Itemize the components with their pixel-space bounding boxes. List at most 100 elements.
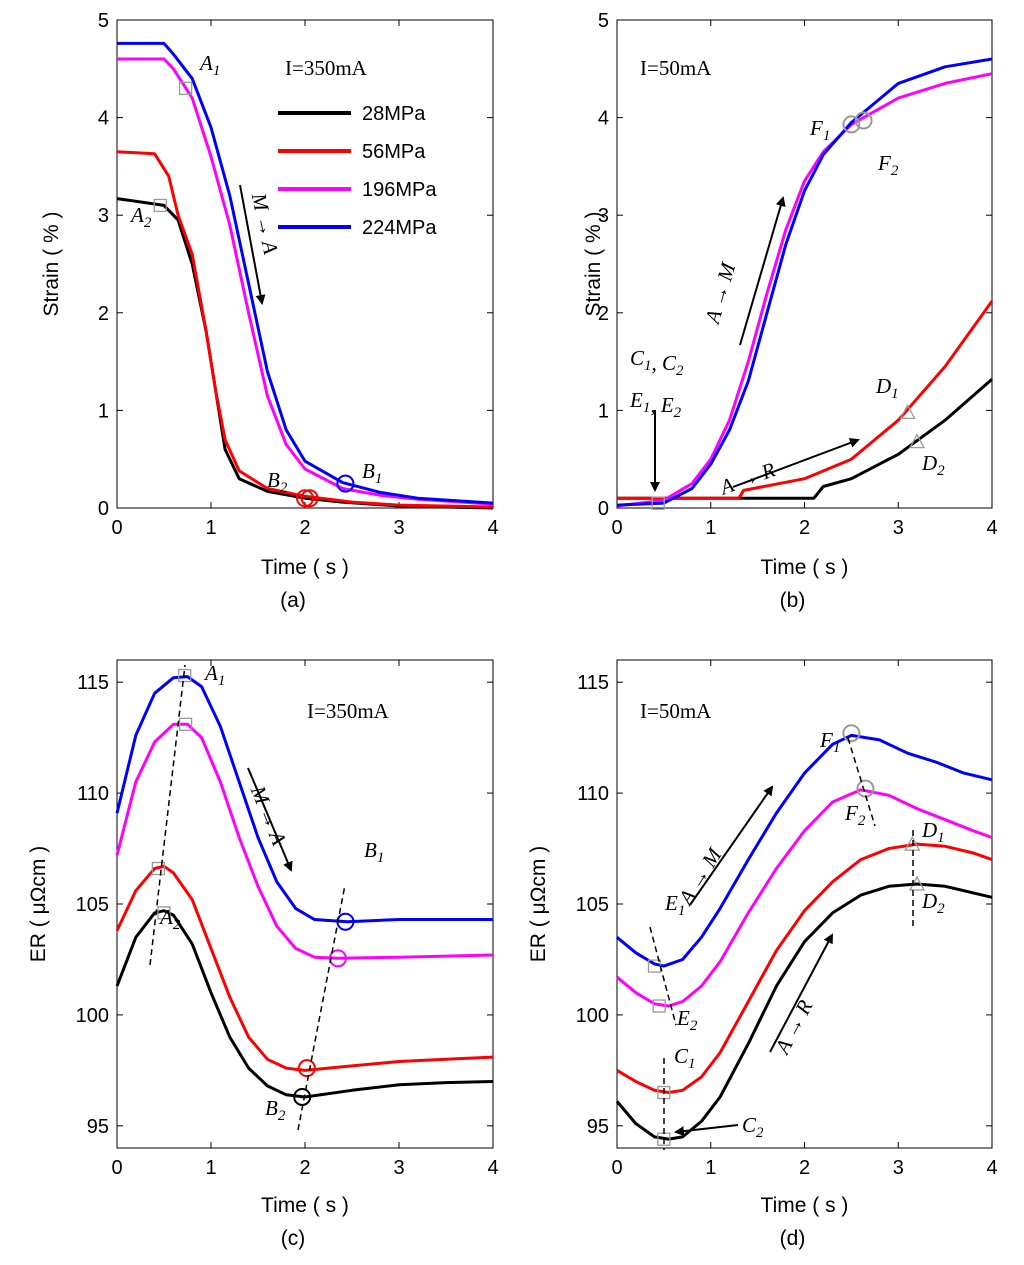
annotation-B1: B1	[364, 838, 384, 866]
arrow-label: A → R	[769, 996, 817, 1059]
series-line-56MPa	[617, 300, 994, 500]
plot-frame	[116, 659, 494, 1149]
panel-label: (a)	[280, 589, 306, 612]
plot-frame	[616, 19, 993, 509]
arrow-label: A → M	[700, 259, 741, 328]
annotation-D2: D2	[921, 451, 945, 479]
marker-A2	[153, 198, 167, 213]
x-tick-label: 1	[705, 517, 716, 539]
x-tick-label: 1	[205, 1157, 216, 1179]
y-axis-title: ER ( μΩcm )	[27, 846, 50, 962]
plot-frame	[116, 19, 494, 509]
x-tick-label: 2	[799, 1157, 810, 1179]
marker-A1	[178, 81, 193, 95]
x-tick-label: 2	[799, 517, 810, 539]
marker-F1	[842, 115, 861, 134]
dashed-guide	[297, 884, 346, 1131]
y-tick-label: 110	[577, 783, 609, 805]
x-tick-label: 3	[393, 1157, 404, 1179]
y-tick-label: 105	[76, 894, 109, 916]
marker-D1	[899, 403, 916, 420]
x-tick-label: 3	[893, 517, 904, 539]
legend-label-28MPa: 28MPa	[362, 103, 426, 125]
series-line-196MPa	[616, 788, 993, 1008]
y-tick-label: 100	[576, 1005, 609, 1027]
annotation-B2: B2	[265, 1096, 286, 1124]
series-line-224MPa	[616, 733, 993, 968]
x-axis-title: Time ( s )	[761, 556, 849, 579]
x-axis-title: Time ( s )	[761, 1194, 849, 1217]
arrow	[732, 438, 860, 488]
annotation-C1: C1	[674, 1044, 696, 1072]
y-axis-title: Strain ( % )	[582, 211, 605, 316]
dashed-guide	[649, 926, 677, 1026]
arrow	[247, 767, 293, 872]
annotation-C2: C2	[742, 1113, 764, 1141]
series-line-224MPa	[616, 57, 993, 507]
condition-label: I=50mA	[640, 699, 712, 723]
y-tick-label: 100	[76, 1005, 109, 1027]
annotation-A1: A1	[198, 51, 220, 79]
annotation-F2: F2	[877, 151, 899, 179]
marker-B1-196MPa	[328, 949, 347, 968]
series-line-224MPa	[117, 41, 494, 505]
arrow-label: M → A	[245, 781, 291, 848]
arrow	[239, 184, 266, 305]
y-tick-label: 95	[87, 1116, 109, 1138]
x-tick-label: 0	[111, 517, 122, 539]
legend-label-56MPa: 56MPa	[362, 141, 426, 163]
y-tick-label: 115	[577, 672, 609, 694]
panel-d: 0 1 2 3 4 95 100 105 110 115 Time ( s ) ER ( μΩcm )…	[527, 659, 998, 1250]
annotation-B1: B1	[362, 459, 382, 487]
x-tick-label: 4	[487, 1157, 498, 1179]
marker-D2	[908, 433, 926, 449]
y-tick-label: 4	[98, 108, 109, 130]
x-tick-label: 2	[299, 1157, 310, 1179]
dashed-guide	[149, 664, 186, 966]
x-tick-label: 0	[111, 1157, 122, 1179]
x-axis-title: Time ( s )	[261, 556, 349, 579]
marker-F2	[854, 111, 873, 130]
annotation-A2: A2	[129, 203, 152, 231]
y-tick-label: 3	[598, 205, 609, 227]
marker-B2-56MPa	[300, 489, 319, 508]
x-tick-label: 4	[487, 517, 498, 539]
marker-A2-56MPa	[151, 861, 166, 876]
arrow-label: A → R	[715, 457, 779, 500]
y-tick-label: 1	[598, 400, 609, 422]
annotation-F1: F1	[819, 728, 840, 756]
legend-label-196MPa: 196MPa	[362, 179, 437, 201]
dashed-guide	[847, 737, 876, 827]
marker-A2	[157, 906, 171, 920]
panel-label: (b)	[780, 589, 806, 612]
annotation-A1: A1	[203, 661, 225, 689]
y-tick-label: 0	[98, 498, 109, 520]
series-line-196MPa	[616, 72, 993, 508]
y-tick-label: 105	[576, 894, 609, 916]
series-line-28MPa	[115, 909, 494, 1099]
annotation-D2: D2	[921, 889, 945, 917]
y-tick-label: 5	[598, 10, 609, 32]
legend: 28MPa 56MPa 196MPa 224MPa	[278, 103, 437, 239]
y-tick-label: 110	[77, 783, 109, 805]
annotation-A2: A2	[158, 905, 181, 933]
marker-B2	[296, 489, 314, 508]
annotation-E1-E2: E1, E2	[629, 388, 682, 421]
series-line-196MPa	[117, 57, 494, 506]
panel-label: (d)	[780, 1227, 806, 1250]
annotation-E2: E2	[676, 1006, 698, 1034]
y-tick-label: 95	[587, 1116, 609, 1138]
arrow	[769, 933, 833, 1053]
y-tick-label: 1	[98, 400, 109, 422]
y-axis-title: Strain ( % )	[40, 211, 63, 316]
panel-a: 0 1 2 3 4 0 1 2 3 4 5 Time ( s ) Strain ( % ) (a) I=35…	[40, 10, 499, 612]
x-axis-title: Time ( s )	[261, 1194, 349, 1217]
series-line-56MPa	[115, 864, 494, 1072]
series-line-56MPa	[116, 150, 494, 509]
marker-E1-E2	[651, 496, 665, 510]
annotation-B2: B2	[267, 468, 288, 496]
y-tick-label: 3	[98, 205, 109, 227]
marker-A1	[178, 668, 192, 683]
annotation-F2: F2	[844, 801, 866, 829]
